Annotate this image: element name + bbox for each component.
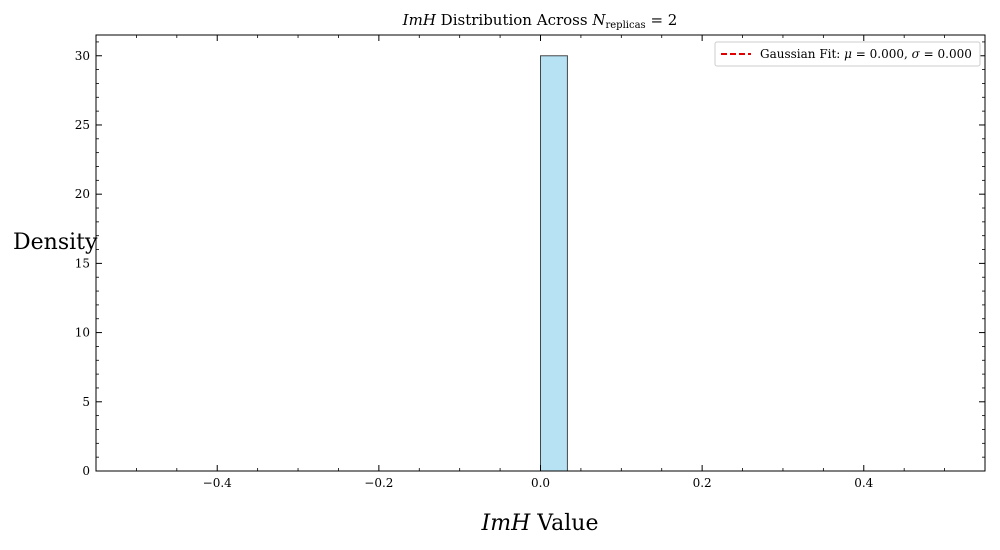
y-tick-label: 30 xyxy=(75,49,90,63)
legend-sigma-symbol: σ xyxy=(912,47,921,61)
legend-label-prefix: Gaussian Fit: xyxy=(760,47,844,61)
title-middle: Distribution Across xyxy=(436,11,592,29)
x-axis-label-variable: ImH xyxy=(481,511,532,536)
title-subscript: replicas xyxy=(605,20,645,31)
ticks-layer: −0.4 −0.2 0.0 0.2 0.4 0 5 10 15 20 25 30 xyxy=(75,35,986,490)
bars-layer xyxy=(540,55,568,472)
legend-box xyxy=(714,41,981,67)
y-tick-label: 10 xyxy=(75,326,90,340)
chart-title: ImH Distribution Across Nreplicas = 2 xyxy=(402,11,678,31)
y-tick-label: 25 xyxy=(75,118,90,132)
y-axis-label: Density xyxy=(13,230,98,255)
x-axis-label-rest: Value xyxy=(530,511,598,536)
title-variable: ImH xyxy=(402,11,437,29)
x-tick-label: 0.4 xyxy=(854,476,873,490)
legend-sigma-value: = 0.000 xyxy=(920,47,972,61)
title-equals: = 2 xyxy=(646,11,678,29)
x-tick-label: 0.2 xyxy=(693,476,712,490)
histogram-bar xyxy=(540,55,568,472)
legend-mu-value: = 0.000, xyxy=(852,47,912,61)
legend-label-gaussian-fit: Gaussian Fit: μ = 0.000, σ = 0.000 xyxy=(760,47,972,61)
legend-mu-symbol: μ xyxy=(844,47,852,61)
plot-frame xyxy=(95,34,986,472)
x-tick-label: −0.4 xyxy=(203,476,233,490)
y-tick-label: 15 xyxy=(75,256,90,270)
x-tick-label: −0.2 xyxy=(364,476,393,490)
y-tick-label: 20 xyxy=(75,187,90,201)
y-tick-label: 5 xyxy=(82,395,90,409)
x-tick-label: 0.0 xyxy=(531,476,550,490)
title-n-symbol: N xyxy=(591,11,606,29)
legend: Gaussian Fit: μ = 0.000, σ = 0.000 xyxy=(714,41,981,67)
x-axis-label: ImH Value xyxy=(481,511,599,536)
y-tick-label: 0 xyxy=(82,464,90,478)
